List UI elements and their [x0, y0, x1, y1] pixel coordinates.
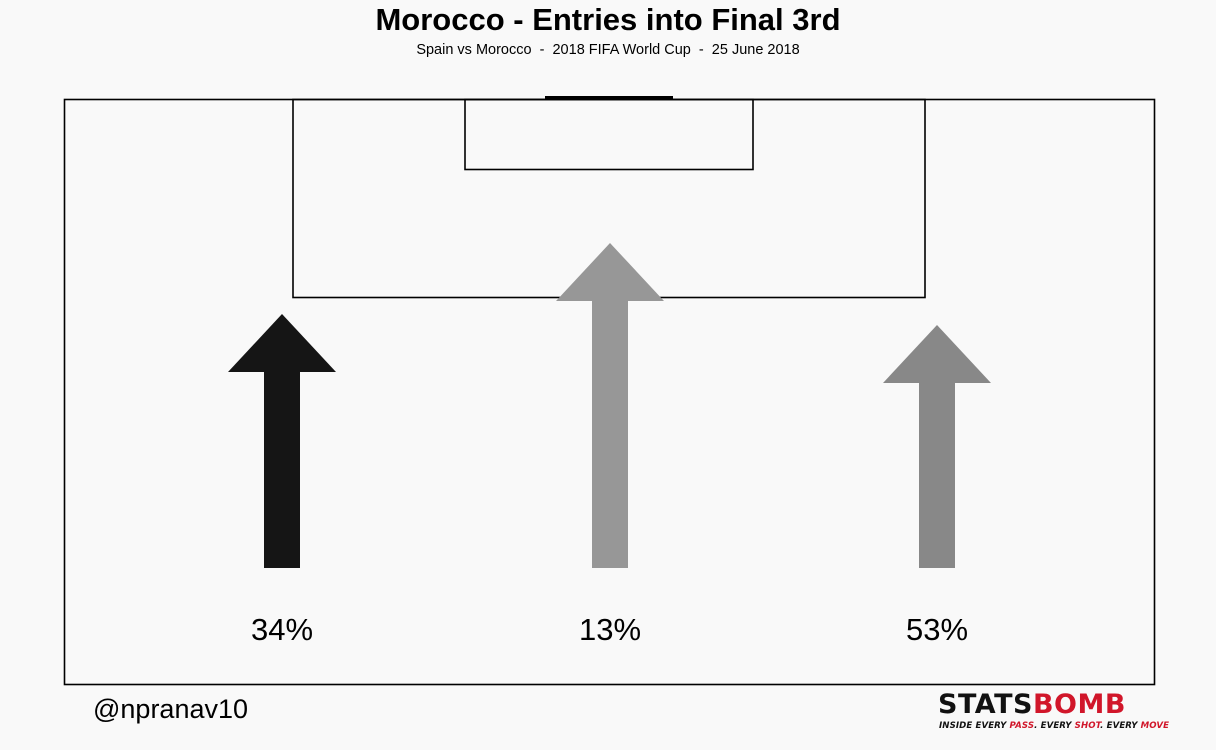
arrow-shaft	[264, 372, 300, 568]
entry-arrows	[228, 243, 991, 568]
chart-title: Morocco - Entries into Final 3rd	[375, 2, 841, 37]
statsbomb-logo: STATSBOMB INSIDE EVERY PASS. EVERY SHOT.…	[938, 690, 1169, 738]
tagline-part: . EVERY	[1100, 721, 1141, 731]
percentage-label-1: 34%	[251, 612, 313, 647]
percentage-labels: 34% 13% 53%	[251, 612, 968, 647]
tagline-part: SHOT	[1074, 721, 1101, 731]
tagline-part: . EVERY	[1034, 721, 1075, 731]
arrow-2	[556, 243, 664, 568]
arrow-shaft	[592, 301, 628, 568]
goal	[545, 96, 673, 100]
six-yard-box	[464, 98, 754, 171]
arrow-head	[556, 243, 664, 301]
tagline-part: INSIDE EVERY	[939, 721, 1010, 731]
tagline-part: MOVE	[1140, 721, 1170, 731]
logo-stats: STATS	[938, 689, 1033, 720]
arrow-shaft	[919, 383, 955, 568]
arrow-1	[228, 314, 336, 568]
author-credit: @npranav10	[93, 694, 249, 724]
arrow-head	[228, 314, 336, 372]
percentage-label-2: 13%	[579, 612, 641, 647]
percentage-label-3: 53%	[906, 612, 968, 647]
arrow-head	[883, 325, 991, 383]
logo-tagline: INSIDE EVERY PASS. EVERY SHOT. EVERY MOV…	[939, 721, 1169, 731]
logo-wordmark: STATSBOMB	[938, 690, 1126, 720]
chart-subtitle: Spain vs Morocco - 2018 FIFA World Cup -…	[416, 42, 800, 58]
arrow-3	[883, 325, 991, 568]
logo-bomb: BOMB	[1032, 689, 1126, 720]
tagline-part: PASS	[1009, 721, 1035, 731]
